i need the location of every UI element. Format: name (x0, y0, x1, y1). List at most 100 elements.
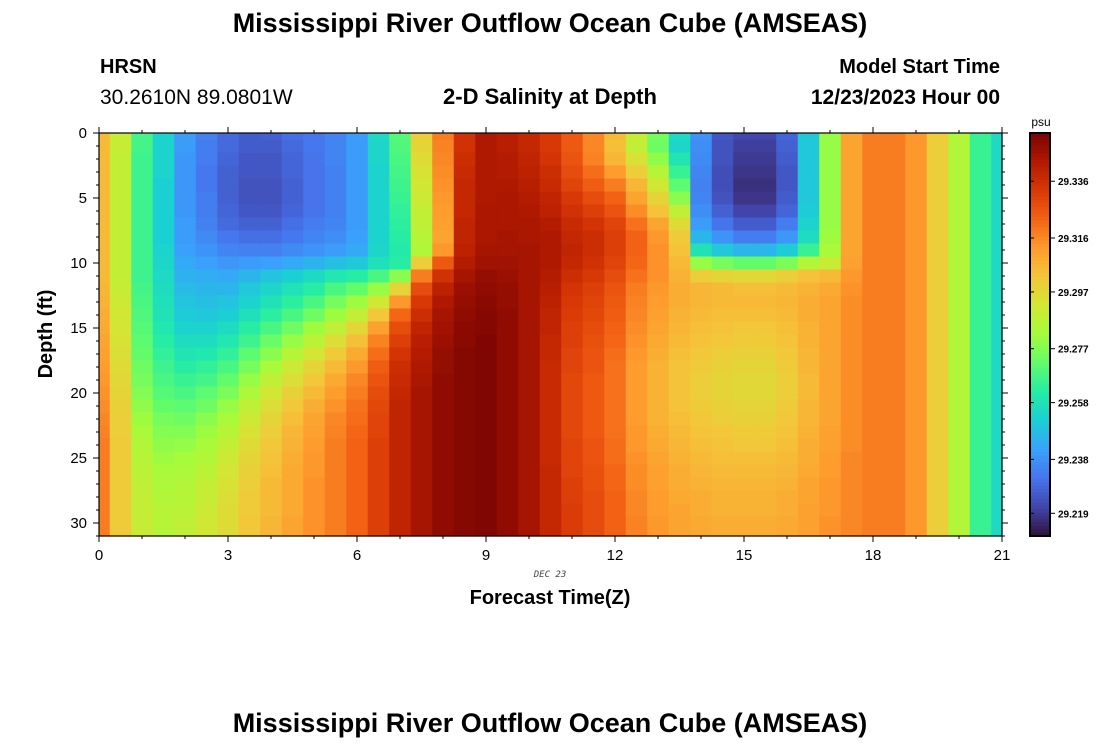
heatmap-cell (561, 256, 584, 271)
heatmap-cell (905, 269, 928, 284)
heatmap-cell (840, 139, 863, 154)
heatmap-cell (389, 321, 412, 336)
x-tick-label: 6 (353, 547, 361, 564)
heatmap-cell (926, 347, 949, 362)
heatmap-cell (862, 373, 885, 388)
heatmap-cell (862, 152, 885, 167)
colorbar-swatch (1030, 512, 1050, 517)
heatmap-cell (367, 139, 390, 154)
heatmap-cell (711, 399, 734, 414)
heatmap-cell (346, 425, 369, 440)
heatmap-cell (518, 178, 541, 193)
heatmap-cell (926, 165, 949, 180)
axes: 0 3 6 9 12 15 18 21 0 5 10 15 20 25 30 (70, 125, 1010, 564)
heatmap-cell (389, 178, 412, 193)
heatmap-cell (131, 282, 154, 297)
heatmap-cell (152, 152, 175, 167)
heatmap-cell (389, 133, 412, 141)
heatmap-cell (883, 269, 906, 284)
heatmap-cell (604, 464, 627, 479)
heatmap-cell (131, 451, 154, 466)
heatmap-cell (582, 373, 605, 388)
heatmap-cell (819, 399, 842, 414)
heatmap-cell (324, 490, 347, 505)
heatmap-cell (389, 217, 412, 232)
heatmap-cell (453, 204, 476, 219)
heatmap-cell (152, 347, 175, 362)
colorbar-swatch (1030, 310, 1050, 315)
heatmap-cell (410, 347, 433, 362)
heatmap-cell (324, 373, 347, 388)
heatmap-cell (969, 178, 992, 193)
heatmap-cell (690, 308, 713, 323)
colorbar-swatch (1030, 515, 1050, 520)
heatmap-cell (453, 133, 476, 141)
heatmap-cell (174, 399, 197, 414)
heatmap-cell (217, 230, 240, 245)
heatmap-cell (991, 178, 1003, 193)
heatmap-cell (518, 321, 541, 336)
heatmap-cell (711, 308, 734, 323)
heatmap-cell (797, 269, 820, 284)
heatmap-cell (668, 139, 691, 154)
heatmap-cell (496, 308, 519, 323)
heatmap-cell (453, 256, 476, 271)
heatmap-cell (432, 139, 455, 154)
heatmap-cell (582, 464, 605, 479)
heatmap-cell (131, 516, 154, 537)
heatmap-cell (324, 295, 347, 310)
heatmap-cell (131, 503, 154, 518)
heatmap-cell (539, 451, 562, 466)
colorbar-swatch (1030, 452, 1050, 456)
colorbar-swatch (1030, 475, 1050, 480)
colorbar-swatch (1030, 327, 1050, 332)
heatmap-cell (346, 133, 369, 141)
heatmap-cell (926, 282, 949, 297)
heatmap-cell (776, 256, 799, 271)
heatmap-cell (238, 308, 261, 323)
heatmap-cell (217, 191, 240, 206)
heatmap-cell (883, 464, 906, 479)
heatmap-cell (367, 230, 390, 245)
heatmap-cell (389, 282, 412, 297)
heatmap-cell (690, 282, 713, 297)
heatmap-cell (668, 308, 691, 323)
heatmap-cell (668, 490, 691, 505)
heatmap-cell (539, 490, 562, 505)
heatmap-cell (733, 347, 756, 362)
heatmap-cell (647, 451, 670, 466)
date-label: DEC 23 (533, 570, 567, 580)
heatmap-cell (948, 425, 971, 440)
heatmap-cell (99, 373, 111, 388)
heatmap-cell (840, 217, 863, 232)
colorbar-swatch (1030, 139, 1050, 144)
heatmap-cell (99, 256, 111, 271)
heatmap-cell (260, 308, 283, 323)
heatmap-cell (475, 412, 498, 427)
heatmap-cell (99, 243, 111, 258)
heatmap-cell (647, 425, 670, 440)
colorbar-swatch (1030, 206, 1050, 211)
heatmap-cell (152, 282, 175, 297)
heatmap-cell (625, 165, 648, 180)
heatmap-cell (217, 438, 240, 453)
heatmap-cell (109, 334, 132, 349)
heatmap-cell (991, 360, 1003, 375)
heatmap-cell (733, 269, 756, 284)
heatmap-cell (410, 399, 433, 414)
heatmap-cell (518, 490, 541, 505)
heatmap-cell (217, 503, 240, 518)
colorbar-swatch (1030, 307, 1050, 312)
heatmap-cell (819, 165, 842, 180)
heatmap-cell (453, 412, 476, 427)
heatmap-cell (195, 308, 218, 323)
heatmap-cell (711, 503, 734, 518)
heatmap-cell (926, 133, 949, 141)
heatmap-cell (432, 191, 455, 206)
heatmap-cell (969, 165, 992, 180)
heatmap-cell (539, 321, 562, 336)
heatmap-cell (453, 360, 476, 375)
heatmap-cell (131, 165, 154, 180)
heatmap-cell (862, 516, 885, 537)
heatmap-cell (711, 477, 734, 492)
